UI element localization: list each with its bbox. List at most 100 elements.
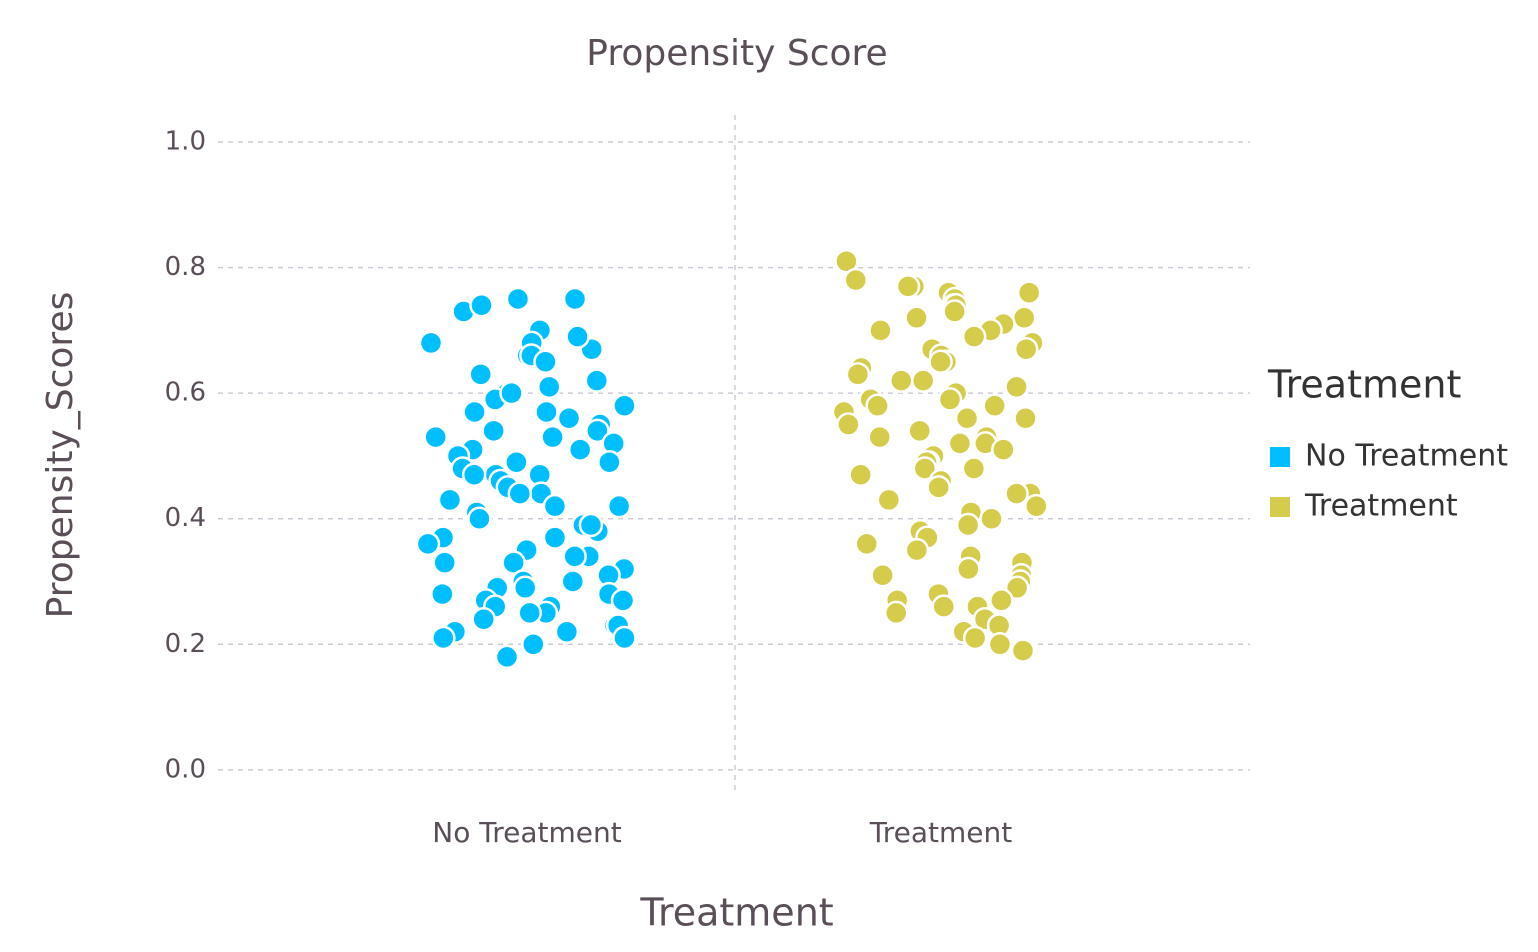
point bbox=[926, 475, 951, 500]
point bbox=[1004, 374, 1029, 400]
point bbox=[865, 393, 890, 418]
point bbox=[987, 632, 1013, 657]
point bbox=[895, 274, 921, 299]
point bbox=[910, 368, 936, 393]
point bbox=[928, 349, 953, 375]
point bbox=[1024, 493, 1049, 519]
point bbox=[517, 600, 542, 626]
point bbox=[584, 368, 610, 393]
point bbox=[955, 512, 981, 538]
point bbox=[521, 632, 546, 657]
point bbox=[556, 406, 582, 431]
point bbox=[904, 537, 930, 563]
point bbox=[845, 362, 871, 387]
point bbox=[504, 449, 529, 475]
point bbox=[1013, 336, 1039, 362]
point bbox=[989, 588, 1014, 613]
point bbox=[578, 512, 604, 538]
point bbox=[1011, 305, 1037, 331]
point bbox=[883, 600, 909, 626]
point bbox=[947, 431, 973, 456]
y-tick-label: 0.0 bbox=[165, 754, 206, 784]
chart-title: Propensity Score bbox=[586, 33, 887, 74]
point bbox=[542, 493, 568, 519]
point bbox=[585, 418, 610, 444]
point bbox=[868, 318, 893, 343]
point bbox=[432, 550, 457, 575]
y-axis-label: Propensity_Scores bbox=[40, 292, 81, 619]
point bbox=[499, 380, 524, 406]
point bbox=[961, 456, 987, 481]
point bbox=[418, 330, 444, 356]
point bbox=[1010, 638, 1036, 663]
point bbox=[612, 625, 637, 651]
point bbox=[1013, 406, 1038, 431]
y-tick-label: 0.6 bbox=[165, 378, 206, 408]
point bbox=[937, 387, 963, 412]
legend-label: No Treatment bbox=[1305, 439, 1508, 474]
point bbox=[931, 594, 957, 619]
point bbox=[430, 581, 455, 607]
point bbox=[554, 619, 580, 644]
point bbox=[536, 374, 562, 400]
point bbox=[843, 267, 869, 293]
point bbox=[907, 418, 932, 444]
point bbox=[467, 506, 492, 531]
point bbox=[867, 424, 892, 450]
y-tick-label: 0.4 bbox=[165, 503, 206, 533]
point bbox=[606, 493, 632, 519]
point bbox=[848, 462, 873, 488]
point bbox=[462, 399, 487, 425]
point bbox=[501, 550, 526, 575]
point bbox=[540, 424, 565, 450]
point bbox=[870, 562, 895, 588]
point bbox=[942, 299, 967, 324]
point bbox=[533, 349, 558, 375]
point bbox=[876, 487, 902, 513]
point bbox=[888, 368, 914, 393]
legend-swatch bbox=[1270, 497, 1290, 517]
legend-title: Treatment bbox=[1267, 363, 1461, 407]
y-tick-label: 0.8 bbox=[165, 252, 206, 282]
point bbox=[505, 286, 531, 312]
legend-swatch bbox=[1270, 447, 1290, 467]
point bbox=[507, 481, 533, 506]
point bbox=[612, 393, 637, 418]
point bbox=[854, 531, 879, 557]
point bbox=[1004, 575, 1030, 601]
point bbox=[1004, 481, 1029, 506]
point bbox=[562, 544, 587, 569]
point bbox=[962, 625, 988, 651]
point bbox=[562, 286, 588, 312]
y-tick-label: 1.0 bbox=[165, 126, 206, 156]
point bbox=[597, 449, 622, 475]
point bbox=[565, 324, 590, 349]
legend-label: Treatment bbox=[1304, 489, 1458, 524]
point bbox=[991, 437, 1016, 462]
point bbox=[415, 531, 441, 557]
point bbox=[461, 462, 487, 488]
point bbox=[512, 575, 538, 601]
point bbox=[836, 412, 861, 437]
point bbox=[961, 324, 987, 349]
point bbox=[494, 644, 520, 670]
point bbox=[471, 606, 496, 632]
point bbox=[437, 487, 463, 513]
point bbox=[982, 393, 1007, 418]
point bbox=[956, 556, 981, 582]
point bbox=[481, 418, 506, 444]
point bbox=[954, 406, 980, 431]
point bbox=[431, 625, 456, 651]
point bbox=[904, 305, 929, 331]
point bbox=[979, 506, 1004, 531]
point bbox=[469, 292, 494, 318]
x-tick-label: Treatment bbox=[869, 816, 1012, 849]
point bbox=[560, 569, 586, 594]
point bbox=[567, 437, 593, 462]
point bbox=[468, 362, 493, 387]
x-tick-label: No Treatment bbox=[432, 816, 621, 849]
point bbox=[1016, 280, 1042, 305]
point bbox=[542, 525, 568, 550]
x-axis-label: Treatment bbox=[639, 891, 833, 935]
